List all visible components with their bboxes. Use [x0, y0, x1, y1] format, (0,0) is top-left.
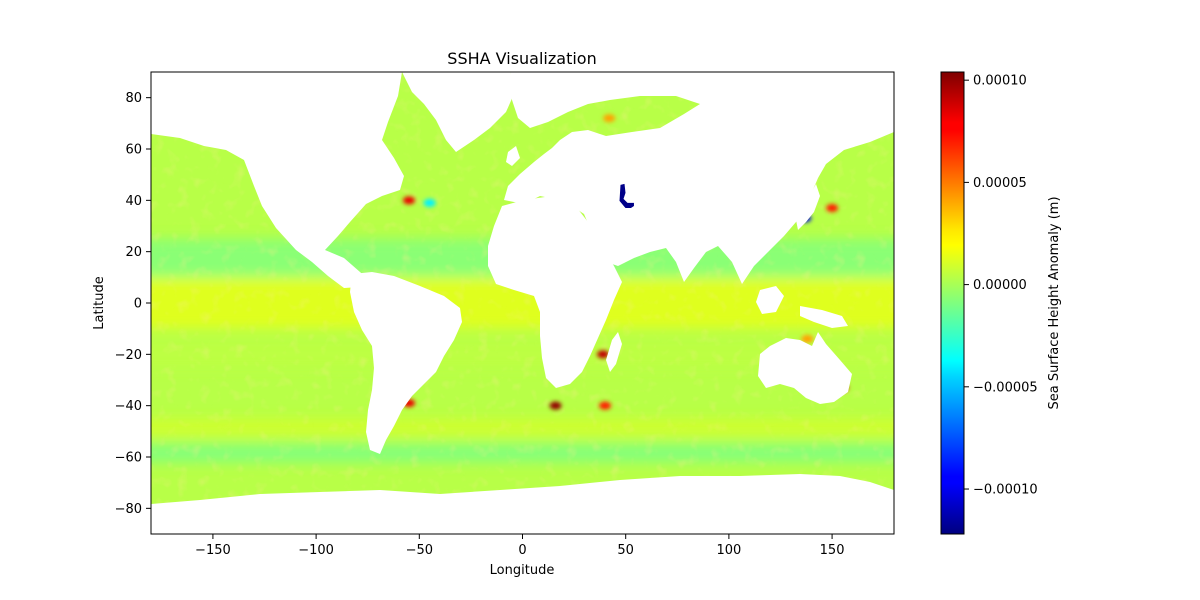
y-axis-label: Latitude	[92, 276, 107, 330]
colorbar-tick-label: −0.00005	[973, 380, 1038, 395]
anomaly-eddy	[424, 199, 436, 207]
colorbar-tick-label: −0.00010	[973, 483, 1038, 498]
x-axis: −150 −100 −50 0 50 100 150	[195, 534, 844, 558]
colorbar: 0.00010 0.00005 0.00000 −0.00005 −0.00010 Se…	[941, 72, 1062, 534]
y-tick-label: 0	[134, 297, 142, 312]
x-tick-label: 50	[617, 543, 634, 558]
plot-area	[141, 72, 904, 534]
x-tick-label: −100	[298, 543, 334, 558]
y-axis: 80 60 40 20 0 −20 −40 −60 −80	[115, 91, 151, 517]
colorbar-label: Sea Surface Height Anomaly (m)	[1047, 196, 1062, 409]
x-tick-label: −50	[406, 543, 433, 558]
x-tick-label: 0	[518, 543, 526, 558]
y-tick-label: −80	[115, 502, 142, 517]
x-tick-label: 150	[820, 543, 845, 558]
chart-title: SSHA Visualization	[447, 49, 596, 68]
x-axis-label: Longitude	[490, 563, 555, 578]
anomaly-eddy	[603, 114, 615, 122]
y-tick-label: −20	[115, 348, 142, 363]
y-tick-label: 60	[125, 143, 142, 158]
y-tick-label: −60	[115, 451, 142, 466]
anomaly-eddy	[403, 196, 415, 204]
y-tick-label: −40	[115, 399, 142, 414]
colorbar-gradient	[941, 72, 964, 534]
y-tick-label: 80	[125, 91, 142, 106]
anomaly-eddy	[550, 402, 562, 410]
colorbar-tick-label: 0.00005	[973, 176, 1027, 191]
x-tick-label: −150	[195, 543, 231, 558]
anomaly-eddy	[826, 204, 838, 212]
y-tick-label: 20	[125, 245, 142, 260]
y-tick-label: 40	[125, 194, 142, 209]
colorbar-tick-label: 0.00000	[973, 278, 1027, 293]
colorbar-ticks: 0.00010 0.00005 0.00000 −0.00005 −0.00010	[964, 74, 1038, 498]
colorbar-tick-label: 0.00010	[973, 74, 1027, 89]
anomaly-eddy	[599, 402, 611, 410]
x-tick-label: 100	[716, 543, 741, 558]
